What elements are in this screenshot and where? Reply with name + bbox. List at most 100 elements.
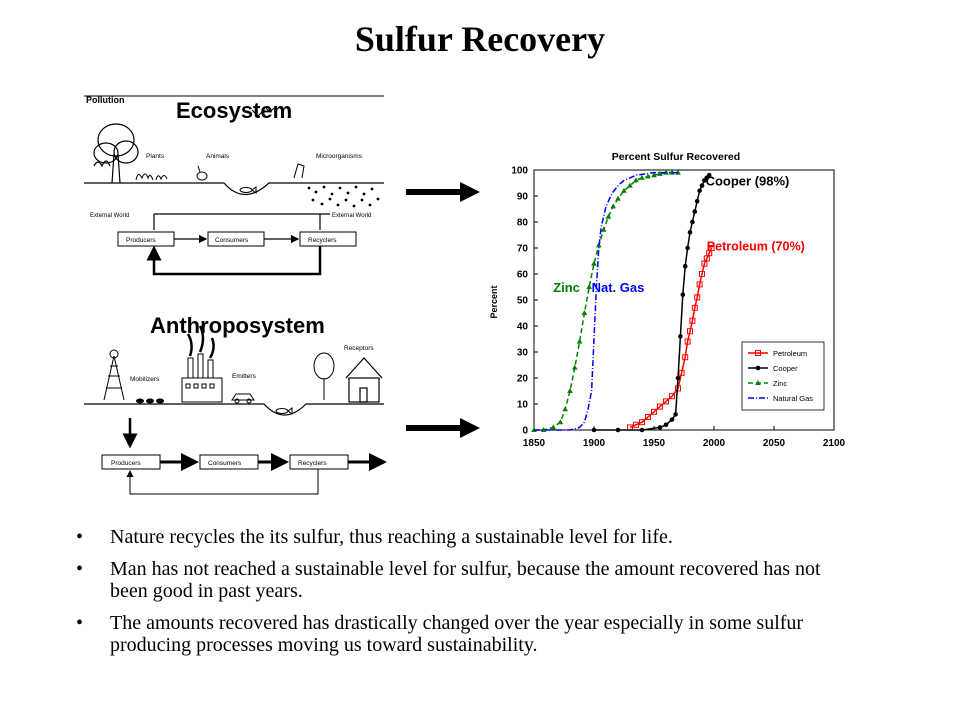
legend-item: Petroleum: [748, 349, 807, 358]
anthro-recyclers-label: Recyclers: [298, 460, 327, 467]
eco-consumers-label: Consumers: [215, 237, 249, 244]
ecosystem-anthroposystem-diagram: Pollution Ecosystem Plants Animals Micro…: [84, 95, 387, 495]
fish-icon: [239, 186, 257, 194]
data-point: [673, 412, 678, 417]
data-point: [687, 328, 693, 335]
connector-arrows: [406, 182, 480, 438]
data-point: [562, 406, 568, 412]
series-zinc: [531, 169, 681, 432]
y-tick-label: 50: [517, 296, 529, 307]
data-point: [591, 260, 597, 266]
legend-item: Natural Gas: [748, 394, 813, 403]
bullet-item: Man has not reached a sustainable level …: [76, 558, 856, 602]
data-point: [682, 263, 688, 269]
eco-recyclers-label: Recyclers: [308, 237, 337, 244]
house-icon: [345, 357, 383, 403]
data-point: [755, 380, 761, 385]
legend-item: Cooper: [748, 364, 798, 373]
data-point: [669, 169, 675, 175]
y-tick-label: 30: [517, 348, 529, 359]
animal-icon: [293, 163, 305, 179]
x-tick-label: 1950: [643, 438, 666, 449]
car-icon: [231, 393, 255, 404]
y-tick-label: 90: [517, 192, 529, 203]
upper-connector-arrow: [406, 182, 480, 202]
data-point: [706, 172, 712, 178]
data-point: [572, 364, 578, 370]
rabbit-icon: [196, 165, 208, 181]
chart-y-axis-label: Percent: [489, 285, 499, 318]
data-point: [675, 375, 681, 381]
y-tick-label: 20: [517, 374, 529, 385]
data-point: [691, 304, 698, 311]
data-point: [657, 170, 663, 176]
data-point: [755, 350, 761, 356]
data-point: [627, 182, 633, 188]
data-point: [657, 425, 663, 430]
chart-axes: 0 10 20 30 40 50 60 70 80 90 100 1850 1900 1950 2000 20…: [511, 166, 845, 450]
data-point: [605, 213, 612, 219]
y-tick-label: 10: [517, 400, 529, 411]
data-point: [615, 427, 621, 433]
animals-label: Animals: [206, 153, 230, 160]
data-point: [576, 338, 583, 344]
data-point: [615, 195, 621, 201]
lower-connector-arrow: [406, 418, 480, 438]
mobilizers-label: Mobilizers: [130, 376, 160, 383]
bullet-list: Nature recycles the its sulfur, thus rea…: [76, 526, 856, 666]
data-point: [669, 417, 675, 422]
x-tick-label: 1900: [583, 438, 606, 449]
series-petroleum: [627, 245, 715, 431]
plants-icon: [135, 173, 168, 181]
y-tick-label: 40: [517, 322, 529, 333]
annotation-cooper: Cooper (98%): [706, 174, 790, 189]
data-point: [645, 173, 651, 179]
emitters-label: Emitters: [232, 373, 257, 380]
data-point: [684, 338, 691, 345]
bullet-item: The amounts recovered has drastically ch…: [76, 612, 856, 656]
data-point: [639, 174, 645, 180]
series-line: [594, 174, 710, 431]
y-tick-label: 80: [517, 218, 529, 229]
legend-item: Zinc: [748, 379, 787, 388]
chart-legend: Petroleum Cooper Zinc Natural Gas: [741, 341, 825, 411]
series-line: [534, 171, 678, 431]
ecosystem-title: Ecosystem: [176, 98, 292, 123]
data-point: [591, 427, 597, 433]
external-world-left-label: External World: [90, 213, 129, 219]
data-point: [669, 393, 675, 400]
x-tick-label: 1850: [523, 438, 546, 449]
eco-recyclers-box: [299, 231, 357, 247]
series-line: [534, 171, 678, 431]
data-point: [657, 403, 663, 410]
anthro-consumers-label: Consumers: [208, 460, 242, 467]
data-point: [567, 388, 573, 393]
y-tick-label: 100: [511, 166, 528, 177]
microorganisms-label: Microorganisms: [316, 153, 363, 160]
chart-annotations: Cooper (98%) Petroleum (70%) Zinc Nat. Gas: [553, 174, 805, 296]
legend-label: Zinc: [773, 379, 787, 388]
chart-title: Percent Sulfur Recovered: [612, 151, 740, 163]
data-point: [694, 198, 700, 204]
data-point: [639, 419, 645, 426]
external-world-right-label: External World: [332, 213, 371, 219]
bullet-item: Nature recycles the its sulfur, thus rea…: [76, 526, 856, 548]
series-cooper: [591, 172, 712, 433]
data-point: [610, 203, 616, 209]
anthroposystem-title: Anthroposystem: [150, 313, 325, 338]
eco-producers-label: Producers: [126, 237, 156, 244]
factory-icon: [181, 325, 223, 403]
x-tick-label: 2050: [763, 438, 786, 449]
data-point: [663, 398, 669, 405]
data-point: [639, 427, 645, 433]
receptors-label: Receptors: [344, 345, 374, 352]
data-point: [550, 424, 556, 430]
sulfur-recovery-chart: Percent Sulfur Recovered Percent 0 10 20 30…: [489, 151, 846, 450]
data-point: [586, 284, 592, 289]
data-point: [621, 187, 627, 193]
microorganisms-icon: [307, 185, 380, 208]
data-point: [708, 245, 715, 251]
data-point: [697, 188, 702, 194]
data-point: [557, 419, 564, 425]
data-point: [755, 365, 761, 371]
